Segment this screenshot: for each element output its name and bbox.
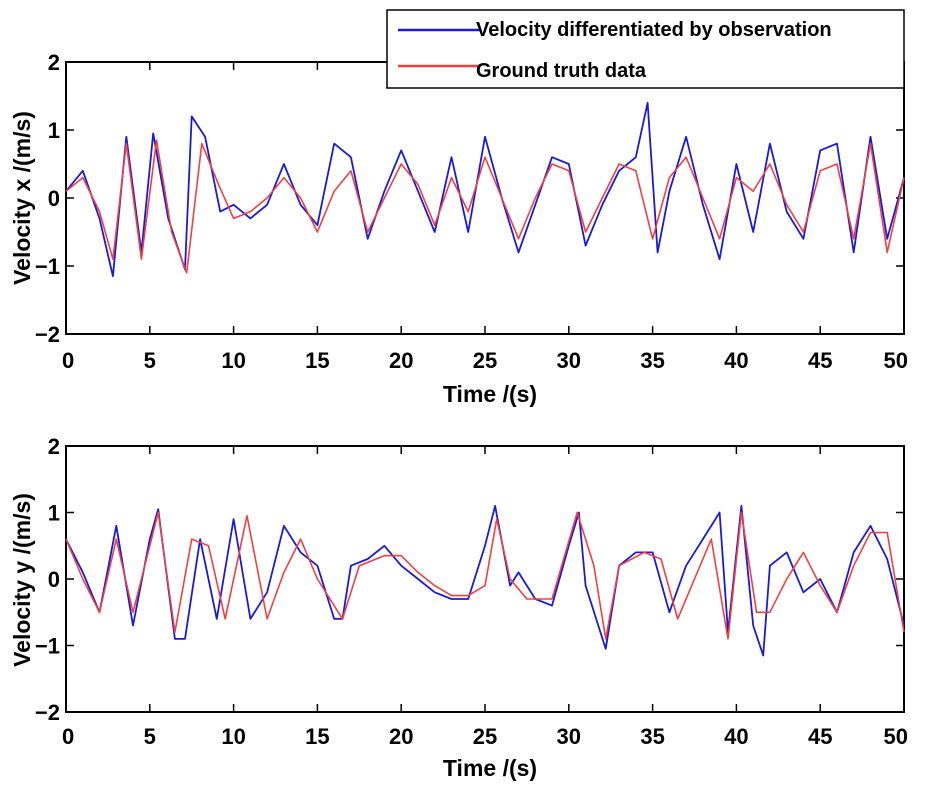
x-tick-label: 45 [808, 348, 832, 373]
x-tick-label: 25 [473, 348, 497, 373]
legend-label-observation: Velocity differentiated by observation [476, 19, 832, 41]
ticks-velocity-y: 0 5 10 15 20 25 30 35 40 45 50 −2 −1 0 1 2 [35, 434, 908, 749]
x-tick-label: 10 [221, 724, 245, 749]
y-tick-label: 0 [48, 567, 60, 592]
x-tick-label: 50 [884, 348, 908, 373]
x-tick-label: 5 [144, 348, 156, 373]
y-tick-label: −2 [35, 322, 60, 347]
legend-label-ground-truth: Ground truth data [476, 60, 647, 82]
x-tick-label: 40 [724, 724, 748, 749]
x-tick-label: 30 [557, 348, 581, 373]
x-tick-label: 0 [62, 348, 74, 373]
series-velocity-y [65, 504, 905, 657]
y-tick-label: 1 [48, 501, 60, 526]
x-tick-label: 20 [389, 724, 413, 749]
y-tick-label: −2 [35, 700, 60, 725]
x-tick-label: 50 [884, 724, 908, 749]
y-tick-label: 0 [48, 186, 60, 211]
x-axis-label-bottom: Time /(s) [443, 755, 537, 781]
x-tick-label: 25 [473, 724, 497, 749]
x-tick-label: 35 [640, 348, 664, 373]
x-tick-label: 20 [389, 348, 413, 373]
x-tick-label: 15 [305, 724, 329, 749]
y-tick-label: 1 [48, 118, 60, 143]
subplot-velocity-x: 0 5 10 15 20 25 30 35 40 45 50 −2 −1 0 1 2 Time /(s) Ve… [9, 50, 908, 407]
x-tick-label: 40 [724, 348, 748, 373]
y-axis-label-bottom: Velocity y /(m/s) [9, 493, 35, 667]
x-tick-label: 45 [808, 724, 832, 749]
x-tick-label: 30 [557, 724, 581, 749]
x-tick-label: 15 [305, 348, 329, 373]
y-tick-label: 2 [48, 50, 60, 75]
y-tick-label: −1 [35, 634, 60, 659]
x-tick-label: 35 [640, 724, 664, 749]
x-tick-label: 10 [221, 348, 245, 373]
series-line-observation [65, 504, 905, 657]
y-axis-label-top: Velocity x /(m/s) [9, 111, 35, 285]
series-velocity-x [65, 101, 905, 278]
x-axis-label-top: Time /(s) [443, 381, 537, 407]
y-tick-label: −1 [35, 254, 60, 279]
x-tick-label: 5 [144, 724, 156, 749]
legend: Velocity differentiated by observation G… [386, 9, 905, 89]
series-line-ground-truth [65, 511, 905, 640]
legend-box [386, 9, 905, 89]
y-tick-label: 2 [48, 434, 60, 459]
series-line-ground-truth [65, 139, 905, 274]
x-tick-label: 0 [62, 724, 74, 749]
subplot-velocity-y: 0 5 10 15 20 25 30 35 40 45 50 −2 −1 0 1 2 Time /(s) Ve… [9, 434, 908, 781]
